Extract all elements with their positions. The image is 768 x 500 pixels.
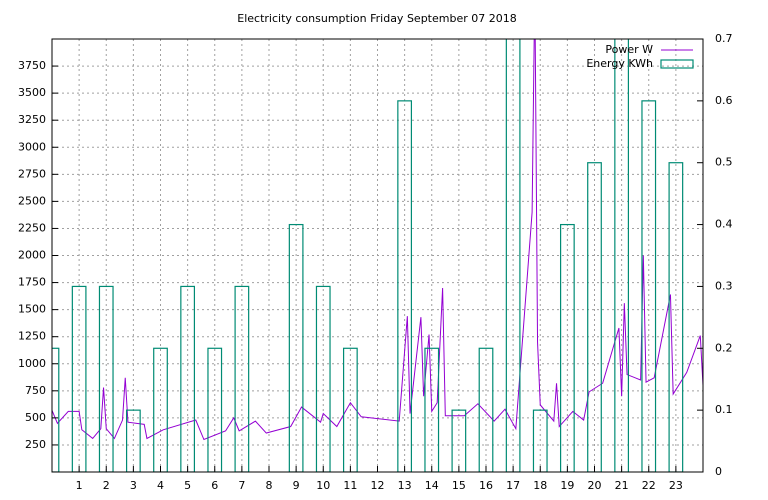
y-tick-label: 3500 [18,86,46,99]
y-tick-label: 2250 [18,221,46,234]
y-tick-label: 2500 [18,194,46,207]
x-tick-label: 20 [588,479,602,492]
x-tick-label: 23 [669,479,683,492]
y-tick-label: 1000 [18,357,46,370]
y-tick-label: 3250 [18,113,46,126]
x-tick-label: 12 [371,479,385,492]
y-tick-label: 1750 [18,276,46,289]
legend-swatch [660,59,694,69]
y2-tick-label: 0.6 [715,94,733,107]
y-tick-label: 2750 [18,167,46,180]
x-tick-label: 14 [425,479,439,492]
x-tick-label: 10 [316,479,330,492]
y-tick-label: 3000 [18,140,46,153]
y-tick-label: 2000 [18,249,46,262]
x-tick-label: 4 [157,479,164,492]
y-tick-label: 3750 [18,59,46,72]
power-line [52,39,703,441]
y2-tick-label: 0.3 [715,279,733,292]
y2-tick-label: 0 [715,465,722,478]
plot-area [52,39,703,472]
chart-title: Electricity consumption Friday September… [237,12,516,25]
x-tick-label: 2 [103,479,110,492]
grid [52,39,703,472]
x-tick-label: 21 [615,479,629,492]
energy-box [52,347,60,472]
x-tick-label: 13 [398,479,412,492]
energy-box [559,223,575,472]
y2-tick-label: 0.4 [715,218,733,231]
x-tick-label: 7 [238,479,245,492]
x-tick-label: 3 [130,479,137,492]
x-tick-label: 18 [533,479,547,492]
x-tick-label: 11 [343,479,357,492]
y2-tick-label: 0.1 [715,403,733,416]
x-tick-label: 16 [479,479,493,492]
energy-box [288,223,304,472]
axes: 2505007501000125015001750200022502500275… [18,32,733,492]
y-tick-label: 500 [25,411,46,424]
x-tick-label: 1 [76,479,83,492]
y2-tick-label: 0.2 [715,341,733,354]
y2-tick-label: 0.7 [715,32,733,45]
y2-tick-label: 0.5 [715,156,733,169]
legend-label: Power W [605,43,653,56]
x-tick-label: 17 [506,479,520,492]
x-tick-label: 22 [642,479,656,492]
x-tick-label: 19 [560,479,574,492]
energy-box [614,39,630,472]
y-tick-label: 1500 [18,303,46,316]
x-tick-label: 6 [211,479,218,492]
energy-box [505,39,521,472]
x-tick-label: 15 [452,479,466,492]
legend-label: Energy KWh [586,57,653,70]
y-tick-label: 1250 [18,330,46,343]
y-tick-label: 750 [25,384,46,397]
x-tick-label: 8 [266,479,273,492]
x-tick-label: 5 [184,479,191,492]
y-tick-label: 250 [25,438,46,451]
x-tick-label: 9 [293,479,300,492]
